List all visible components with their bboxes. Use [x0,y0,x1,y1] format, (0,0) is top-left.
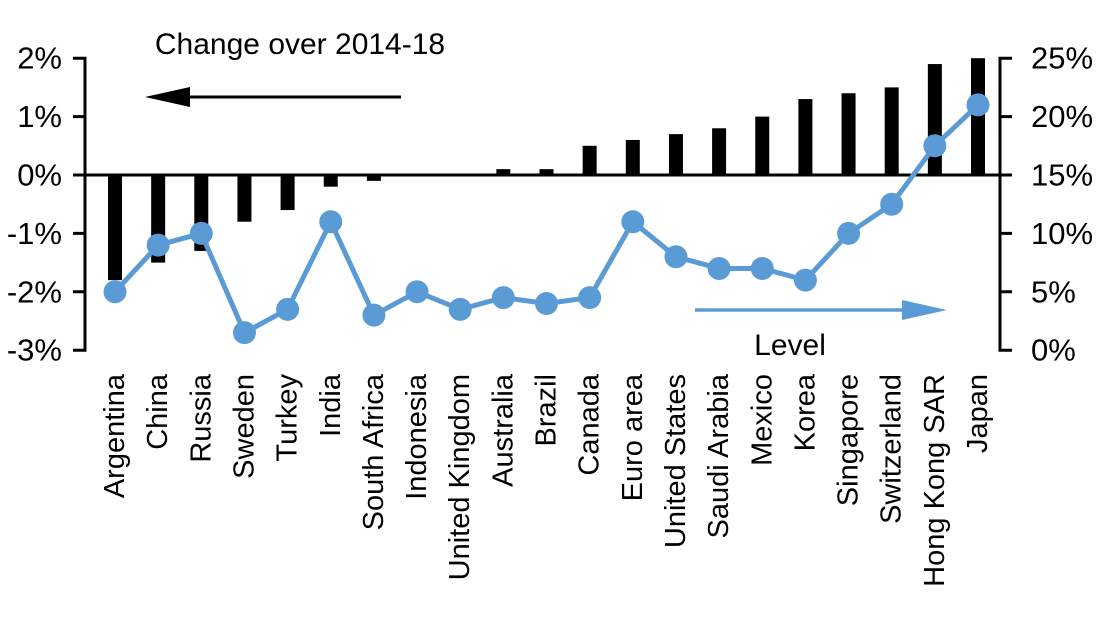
x-axis-label-japan: Japan [962,374,994,453]
x-axis-label-korea: Korea [789,373,821,451]
x-axis-label-russia: Russia [185,373,217,463]
x-axis-label-indonesia: Indonesia [401,373,433,500]
x-axis-label-euro-area: Euro area [617,373,649,501]
x-axis-label-canada: Canada [574,373,606,475]
bar-singapore [841,93,856,175]
bar-hong-kong-sar [927,64,942,175]
right-axis-tick-label-15-: 15% [1031,158,1093,193]
left-arrow-icon [145,87,401,107]
bar-united-states [668,134,683,175]
x-axis-label-mexico: Mexico [746,374,778,466]
line-marker-sweden [232,321,256,345]
line-marker-japan [966,93,990,117]
x-axis-label-china: China [142,373,174,450]
line-marker-south-africa [362,303,386,327]
annotation-change-label: Change over 2014-18 [154,28,446,61]
left-axis-tick-label--3-: -3% [7,333,62,368]
left-axis-tick-label-2-: 2% [17,41,62,76]
line-marker-united-states [664,245,688,269]
bar-saudi-arabia [712,128,727,175]
bar-korea [798,99,813,175]
line-marker-australia [491,286,515,310]
right-axis-tick-label-10-: 10% [1031,216,1093,251]
bar-canada [582,145,597,175]
x-axis-label-south-africa: South Africa [358,373,390,530]
x-axis-label-brazil: Brazil [531,374,563,447]
annotation-level: Level [695,297,947,377]
line-marker-canada [578,286,602,310]
bar-sweden [237,175,252,222]
annotation-change: Change over 2014-18 [135,28,465,107]
right-axis-tick-label-25-: 25% [1031,41,1093,76]
x-axis-label-turkey: Turkey [272,374,304,462]
x-axis-label-singapore: Singapore [833,374,865,506]
right-axis-tick-label-20-: 20% [1031,99,1093,134]
left-axis-tick-label-0-: 0% [17,158,62,193]
x-axis-label-united-states: United States [660,374,692,548]
x-axis-label-australia: Australia [487,373,519,487]
left-axis-tick-label-1-: 1% [17,99,62,134]
right-y-axis [998,56,1012,352]
x-axis-label-sweden: Sweden [228,374,260,479]
line-marker-argentina [103,280,127,304]
line-marker-korea [793,268,817,292]
left-axis-tick-label--2-: -2% [7,274,62,309]
right-axis-tick-label-5-: 5% [1031,274,1076,309]
line-marker-united-kingdom [448,297,472,321]
line-marker-turkey [276,297,300,321]
x-axis-label-saudi-arabia: Saudi Arabia [703,373,735,538]
line-marker-hong-kong-sar [923,134,947,158]
line-marker-china [146,233,170,257]
left-y-axis [73,56,87,352]
bar-australia [496,169,511,175]
bar-india [323,175,338,187]
line-marker-euro-area [621,210,645,234]
bar-south-africa [366,175,381,181]
bar-brazil [539,169,554,175]
x-axis-label-india: India [315,373,347,437]
line-marker-singapore [837,221,861,245]
right-axis-tick-label-0-: 0% [1031,333,1076,368]
line-marker-indonesia [405,280,429,304]
bar-japan [971,58,985,176]
x-axis-label-united-kingdom: United Kingdom [444,374,476,580]
x-axis-label-argentina: Argentina [99,373,131,498]
x-axis-label-switzerland: Switzerland [876,374,908,524]
bar-euro-area [625,139,640,175]
line-marker-saudi-arabia [707,256,731,280]
line-marker-switzerland [880,192,904,216]
bar-argentina [108,175,122,281]
bar-mexico [755,116,770,175]
line-marker-india [319,210,343,234]
line-marker-brazil [535,291,558,315]
bar-turkey [280,175,295,211]
x-axis-label-hong-kong-sar: Hong Kong SAR [919,374,951,587]
annotation-level-label: Level [754,329,826,362]
bar-switzerland [884,87,899,175]
line-marker-mexico [750,256,774,280]
right-arrow-icon [695,300,947,320]
line-marker-russia [189,221,213,245]
left-axis-tick-label--1-: -1% [7,216,62,251]
